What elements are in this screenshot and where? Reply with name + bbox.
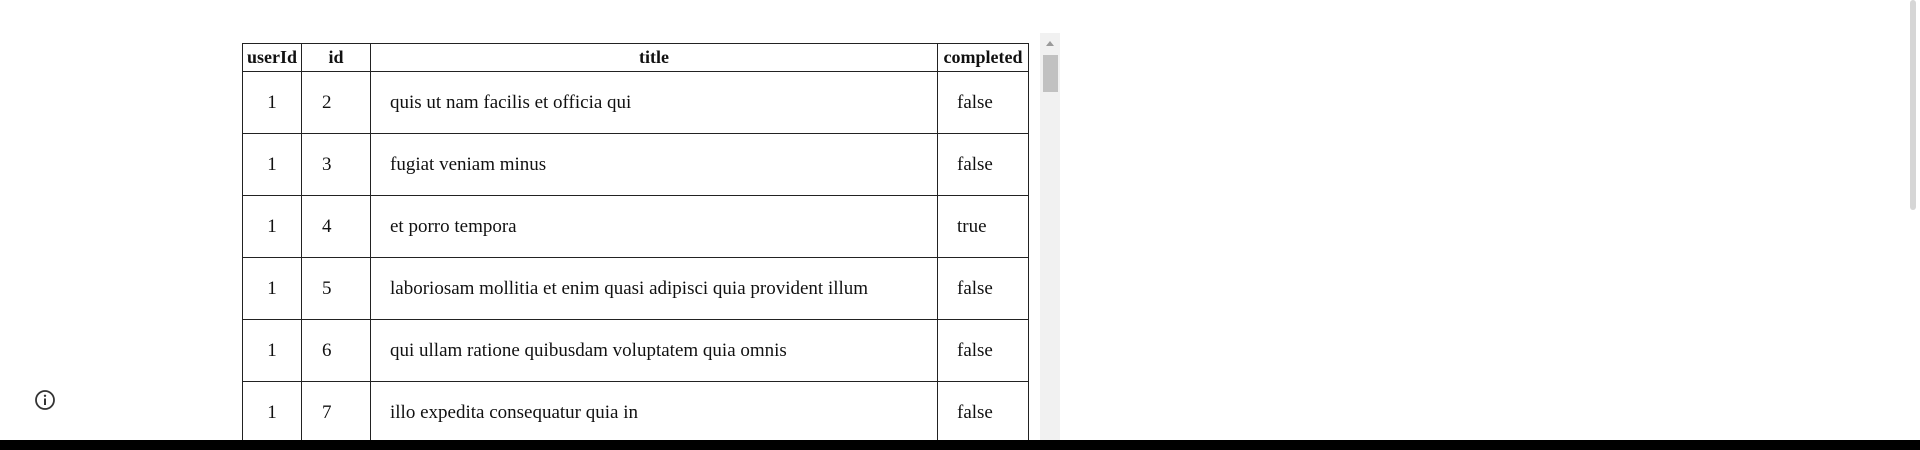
cell-completed: false: [937, 319, 1029, 382]
cell-title: qui ullam ratione quibusdam voluptatem q…: [370, 319, 938, 382]
table-container[interactable]: userId id title completed 1 2 quis ut na…: [242, 33, 1060, 440]
table-row: 1 3 fugiat veniam minus false: [242, 133, 1029, 196]
cell-id: 3: [301, 133, 371, 196]
cell-completed: false: [937, 133, 1029, 196]
bottom-bar: [0, 440, 1920, 450]
cell-title: quis ut nam facilis et officia qui: [370, 71, 938, 134]
table-row: 1 6 qui ullam ratione quibusdam voluptat…: [242, 319, 1029, 382]
cell-userid: 1: [242, 133, 302, 196]
cell-completed: false: [937, 257, 1029, 320]
cell-completed: false: [937, 381, 1029, 440]
cell-id: 7: [301, 381, 371, 440]
page-scrollbar-thumb[interactable]: [1910, 0, 1916, 210]
cell-id: 2: [301, 71, 371, 134]
table-scrollbar-thumb[interactable]: [1043, 55, 1058, 92]
page-scrollbar[interactable]: [1906, 0, 1920, 440]
table-row: 1 5 laboriosam mollitia et enim quasi ad…: [242, 257, 1029, 320]
cell-title: et porro tempora: [370, 195, 938, 258]
table-row: 1 2 quis ut nam facilis et officia qui f…: [242, 71, 1029, 134]
cell-title: fugiat veniam minus: [370, 133, 938, 196]
cell-id: 5: [301, 257, 371, 320]
cell-completed: true: [937, 195, 1029, 258]
cell-userid: 1: [242, 195, 302, 258]
table-row: 1 7 illo expedita consequatur quia in fa…: [242, 381, 1029, 440]
cell-completed: false: [937, 71, 1029, 134]
cell-userid: 1: [242, 257, 302, 320]
scroll-up-arrow-icon[interactable]: [1046, 41, 1054, 46]
header-title: title: [370, 43, 938, 72]
table-row: 1 4 et porro tempora true: [242, 195, 1029, 258]
cell-userid: 1: [242, 71, 302, 134]
table-scrollbar[interactable]: [1040, 33, 1060, 440]
cell-userid: 1: [242, 381, 302, 440]
header-completed: completed: [937, 43, 1029, 72]
cell-title: illo expedita consequatur quia in: [370, 381, 938, 440]
cell-userid: 1: [242, 319, 302, 382]
table-header-row: userId id title completed: [242, 43, 1029, 72]
header-id: id: [301, 43, 371, 72]
header-userid: userId: [242, 43, 302, 72]
cell-id: 6: [301, 319, 371, 382]
todo-table: userId id title completed 1 2 quis ut na…: [242, 43, 1029, 440]
info-icon[interactable]: [34, 389, 56, 411]
cell-id: 4: [301, 195, 371, 258]
cell-title: laboriosam mollitia et enim quasi adipis…: [370, 257, 938, 320]
